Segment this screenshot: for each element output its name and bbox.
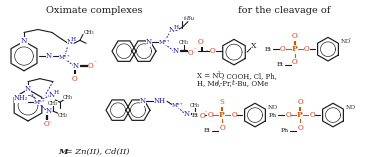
Text: O: O [280,45,286,53]
Text: ₂: ₂ [354,103,356,108]
Text: NO: NO [341,39,351,44]
Text: M: M [58,148,67,155]
Text: Mⁿ⁺: Mⁿ⁺ [172,103,184,108]
Text: NO: NO [346,105,356,110]
Text: ₂: ₂ [218,70,220,75]
Text: Ph: Ph [269,113,277,118]
Text: CH₃: CH₃ [63,95,73,100]
Text: ⁻: ⁻ [205,112,208,116]
Text: O: O [210,47,216,55]
Text: N: N [146,38,152,46]
Text: S: S [220,98,225,106]
Text: O: O [207,111,213,119]
Text: -Bu, OMe: -Bu, OMe [235,79,268,87]
Text: H: H [70,37,76,42]
Text: Et: Et [204,128,211,133]
Text: O: O [285,111,291,119]
Text: O: O [219,124,225,132]
Text: N: N [67,38,73,46]
Text: ⁻: ⁻ [94,61,97,66]
Text: O: O [309,111,315,119]
Text: i: i [217,79,219,87]
Text: N: N [21,37,27,45]
Text: P: P [219,111,225,119]
Text: CH₃: CH₃ [48,101,58,106]
Text: O: O [297,98,303,106]
Text: Et: Et [277,62,284,67]
Text: CH₃: CH₃ [179,40,189,45]
Text: for the cleavage of: for the cleavage of [238,6,330,15]
Text: N: N [169,27,175,35]
Text: Mⁿ⁺: Mⁿ⁺ [159,40,171,45]
Text: ⁻: ⁻ [194,49,197,54]
Text: NH₂: NH₂ [14,94,28,102]
Text: O: O [292,58,298,66]
Text: P: P [292,45,298,53]
Text: CH₃: CH₃ [190,103,200,108]
Text: NH: NH [154,97,166,105]
Text: P: P [297,111,303,119]
Text: -Pr,: -Pr, [220,79,234,87]
Text: O: O [304,45,310,53]
Text: H: H [174,25,178,30]
Text: NO: NO [268,105,278,110]
Text: O: O [43,120,49,128]
Text: , COOH, Cl, Ph,: , COOH, Cl, Ph, [222,72,277,80]
Text: Mⁿ⁺: Mⁿ⁺ [59,54,71,60]
Text: X: X [251,42,257,50]
Text: N: N [49,91,55,99]
Text: t: t [232,79,235,87]
Text: O: O [199,112,205,120]
Text: Et: Et [192,113,199,118]
Text: N: N [73,62,79,70]
Text: Oximate complexes: Oximate complexes [46,6,142,15]
Text: O: O [292,32,298,40]
Text: Et: Et [265,47,272,52]
Text: N: N [184,110,190,118]
Text: N: N [173,47,179,55]
Text: O: O [231,111,237,119]
Text: N: N [46,52,52,60]
Text: t-Bu: t-Bu [183,16,195,21]
Text: Mⁿ⁺: Mⁿ⁺ [34,100,46,105]
Text: O: O [198,38,204,46]
Text: O: O [88,62,94,70]
Text: N: N [140,97,146,105]
Text: Ph: Ph [281,128,289,133]
Text: O: O [297,124,303,132]
Text: CH₃: CH₃ [84,30,94,35]
Text: CH₃: CH₃ [58,113,68,118]
Text: ₂: ₂ [276,103,278,108]
Text: X = NO: X = NO [197,72,224,80]
Text: H: H [53,90,59,95]
Text: = Zn(II), Cd(II): = Zn(II), Cd(II) [63,148,130,155]
Text: O: O [188,49,194,57]
Text: ₂: ₂ [349,37,351,42]
Text: O: O [71,75,77,83]
Text: N: N [25,86,31,93]
Text: ⁻: ⁻ [49,121,52,126]
Text: N: N [46,107,52,115]
Text: H, Me,: H, Me, [197,79,223,87]
